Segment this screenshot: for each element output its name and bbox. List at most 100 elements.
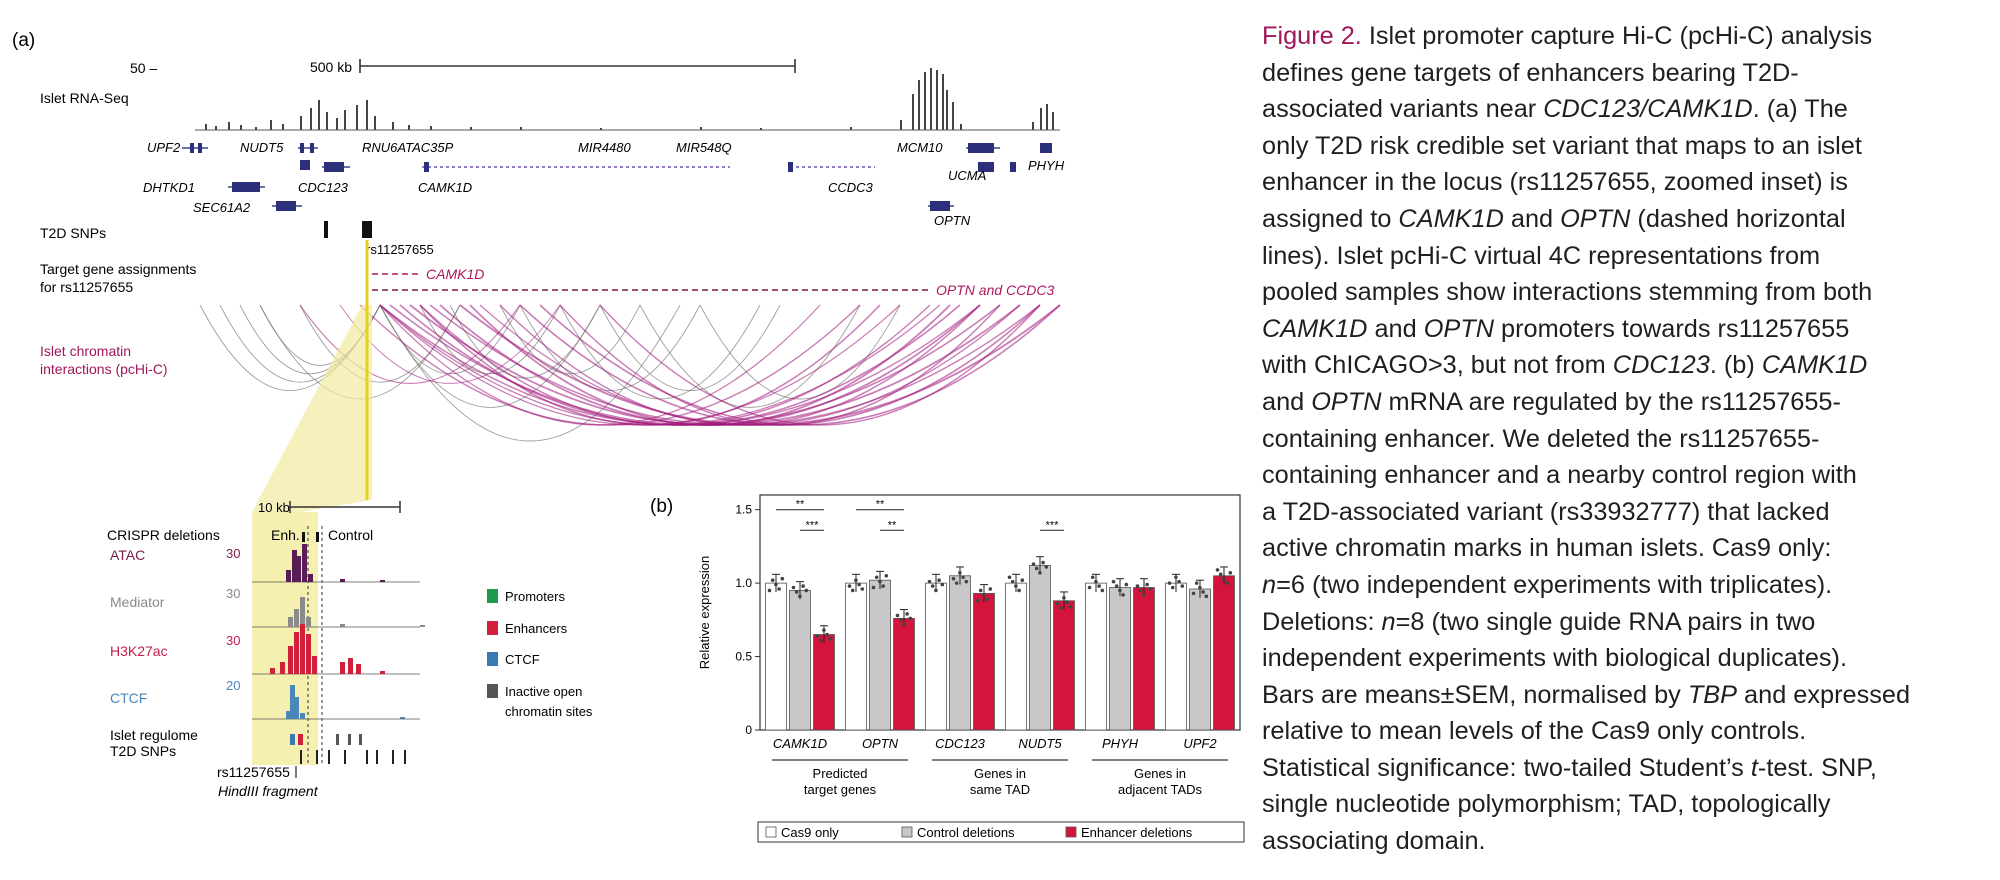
data-point	[898, 618, 903, 622]
gene-label-optn: OPTN	[934, 213, 971, 228]
sig-stars: ***	[1046, 519, 1060, 531]
data-point	[927, 579, 932, 584]
caption-line: Figure 2. Islet promoter capture Hi-C (p…	[1262, 22, 1873, 50]
rnaseq-signal	[205, 68, 1054, 130]
data-point	[958, 571, 962, 575]
group-label-2: Genes in	[1134, 766, 1186, 781]
data-point	[1228, 571, 1233, 575]
data-point	[1177, 579, 1181, 584]
inset-tracks: ATAC 30 Mediator 30 H3K27ac 30 CTCF 20	[110, 544, 425, 720]
bar-enhancer-deletions-upf2	[1213, 575, 1235, 731]
control-marker	[316, 532, 319, 542]
data-point	[1148, 587, 1153, 591]
bar-cas9-only-optn	[845, 582, 867, 731]
caption-line: active chromatin marks in human islets. …	[1262, 534, 1832, 563]
data-point	[1124, 582, 1129, 587]
data-point	[1041, 560, 1045, 565]
caption-line: with ChICAGO>3, but not from CDC123. (b)…	[1262, 351, 1868, 380]
legend-label-enhancers: Enhancers	[505, 621, 568, 636]
legend-swatch-2	[1065, 826, 1077, 838]
data-point	[1031, 562, 1036, 566]
legend-swatch-1	[901, 826, 913, 838]
data-point	[975, 598, 980, 603]
data-point	[1090, 575, 1095, 580]
data-point	[1114, 584, 1119, 588]
bar-cas9-only-nudt5	[1005, 582, 1027, 731]
track-max-h3k27ac: 30	[226, 633, 240, 648]
x-tick-label-nudt5: NUDT5	[1018, 736, 1062, 751]
caption-line: enhancer in the locus (rs11257655, zoome…	[1262, 168, 1848, 197]
regulome-label-line2: T2D SNPs	[110, 743, 176, 759]
legend-swatch-promoters	[487, 589, 498, 603]
caption-line: relative to mean levels of the Cas9 only…	[1262, 717, 1807, 746]
gene-label-nudt5: NUDT5	[240, 140, 284, 155]
data-point	[905, 612, 909, 616]
data-point	[1038, 571, 1042, 575]
data-point	[818, 638, 823, 643]
legend-swatch-inactive	[487, 684, 498, 698]
caption-line: containing enhancer. We deleted the rs11…	[1262, 424, 1820, 453]
sig-stars: **	[876, 499, 885, 511]
legend-label-1: Control deletions	[917, 825, 1015, 840]
data-point	[1087, 585, 1092, 590]
data-point	[770, 578, 775, 582]
gene-label-phyh: PHYH	[1028, 158, 1065, 173]
data-point	[978, 588, 983, 593]
data-point	[1020, 578, 1025, 582]
caption-line: independent experiments with biological …	[1262, 644, 1847, 673]
assign-label-camk1d: CAMK1D	[426, 266, 484, 282]
data-point	[791, 585, 796, 590]
bar-control-deletions-nudt5	[1029, 565, 1051, 731]
data-point	[850, 588, 855, 593]
data-point	[854, 578, 858, 582]
inset-scale-bar	[289, 501, 401, 513]
track-max-atac: 30	[226, 546, 240, 561]
gene-label-ucma: UCMA	[948, 168, 986, 183]
interaction-arcs	[199, 304, 1061, 442]
scale-bar-label: 500 kb	[310, 59, 352, 75]
bar-control-deletions-optn	[869, 579, 891, 731]
gene-label-dhtkd1: DHTKD1	[143, 180, 195, 195]
inset-scale-label: 10 kb	[258, 500, 290, 515]
regulome-marks	[290, 734, 406, 764]
data-point	[1191, 591, 1196, 596]
data-point	[1194, 581, 1199, 585]
x-tick-label-phyh: PHYH	[1102, 736, 1139, 751]
expression-bar-chart: Relative expression 0 0.5 1.0 1.5 CAMK1D OPTN C…	[697, 494, 1245, 843]
enh-marker	[302, 532, 305, 542]
caption-line: associated variants near CDC123/CAMK1D. …	[1262, 95, 1848, 124]
track-label-snps: T2D SNPs	[40, 225, 106, 241]
data-point	[988, 587, 993, 591]
caption-line: CAMK1D and OPTN promoters towards rs1125…	[1262, 314, 1850, 343]
legend-label-inactive-2: chromatin sites	[505, 704, 593, 719]
data-point	[1118, 588, 1122, 593]
caption-line: pooled samples show interactions stemmin…	[1262, 278, 1873, 307]
caption-line: only T2D risk credible set variant that …	[1262, 131, 1862, 160]
track-label-rnaseq: Islet RNA-Seq	[40, 90, 129, 106]
data-point	[1062, 596, 1066, 600]
bar-cas9-only-phyh	[1085, 582, 1107, 731]
data-point	[1044, 565, 1049, 569]
gene-models: UPF2 NUDT5 RNU6ATAC35P MIR4480 MIR548Q M…	[143, 140, 1065, 228]
bar-cas9-only-upf2	[1165, 582, 1187, 731]
track-label-ctcf: CTCF	[110, 690, 147, 706]
track-legend: Promoters Enhancers CTCF Inactive open c…	[487, 589, 593, 719]
assign-label-optn: OPTN and CCDC3	[936, 282, 1054, 298]
track-max-mediator: 30	[226, 586, 240, 601]
data-point	[881, 584, 885, 588]
legend-label-ctcf: CTCF	[505, 652, 540, 667]
caption-line: lines). Islet pcHi-C virtual 4C represen…	[1262, 241, 1821, 270]
inset-snp-label: rs11257655	[217, 764, 290, 780]
data-point	[1138, 588, 1143, 593]
caption-line: defines gene targets of enhancers bearin…	[1262, 58, 1799, 87]
hindiii-label: HindIII fragment	[218, 783, 319, 799]
data-point	[774, 582, 778, 587]
data-point	[780, 576, 785, 581]
bar-control-deletions-cdc123	[949, 575, 971, 731]
panel-a-label: (a)	[12, 30, 35, 51]
data-point	[964, 579, 969, 584]
data-point	[1094, 579, 1098, 584]
data-point	[874, 575, 879, 580]
data-point	[954, 581, 959, 585]
caption-line: and OPTN mRNA are regulated by the rs112…	[1262, 387, 1841, 416]
